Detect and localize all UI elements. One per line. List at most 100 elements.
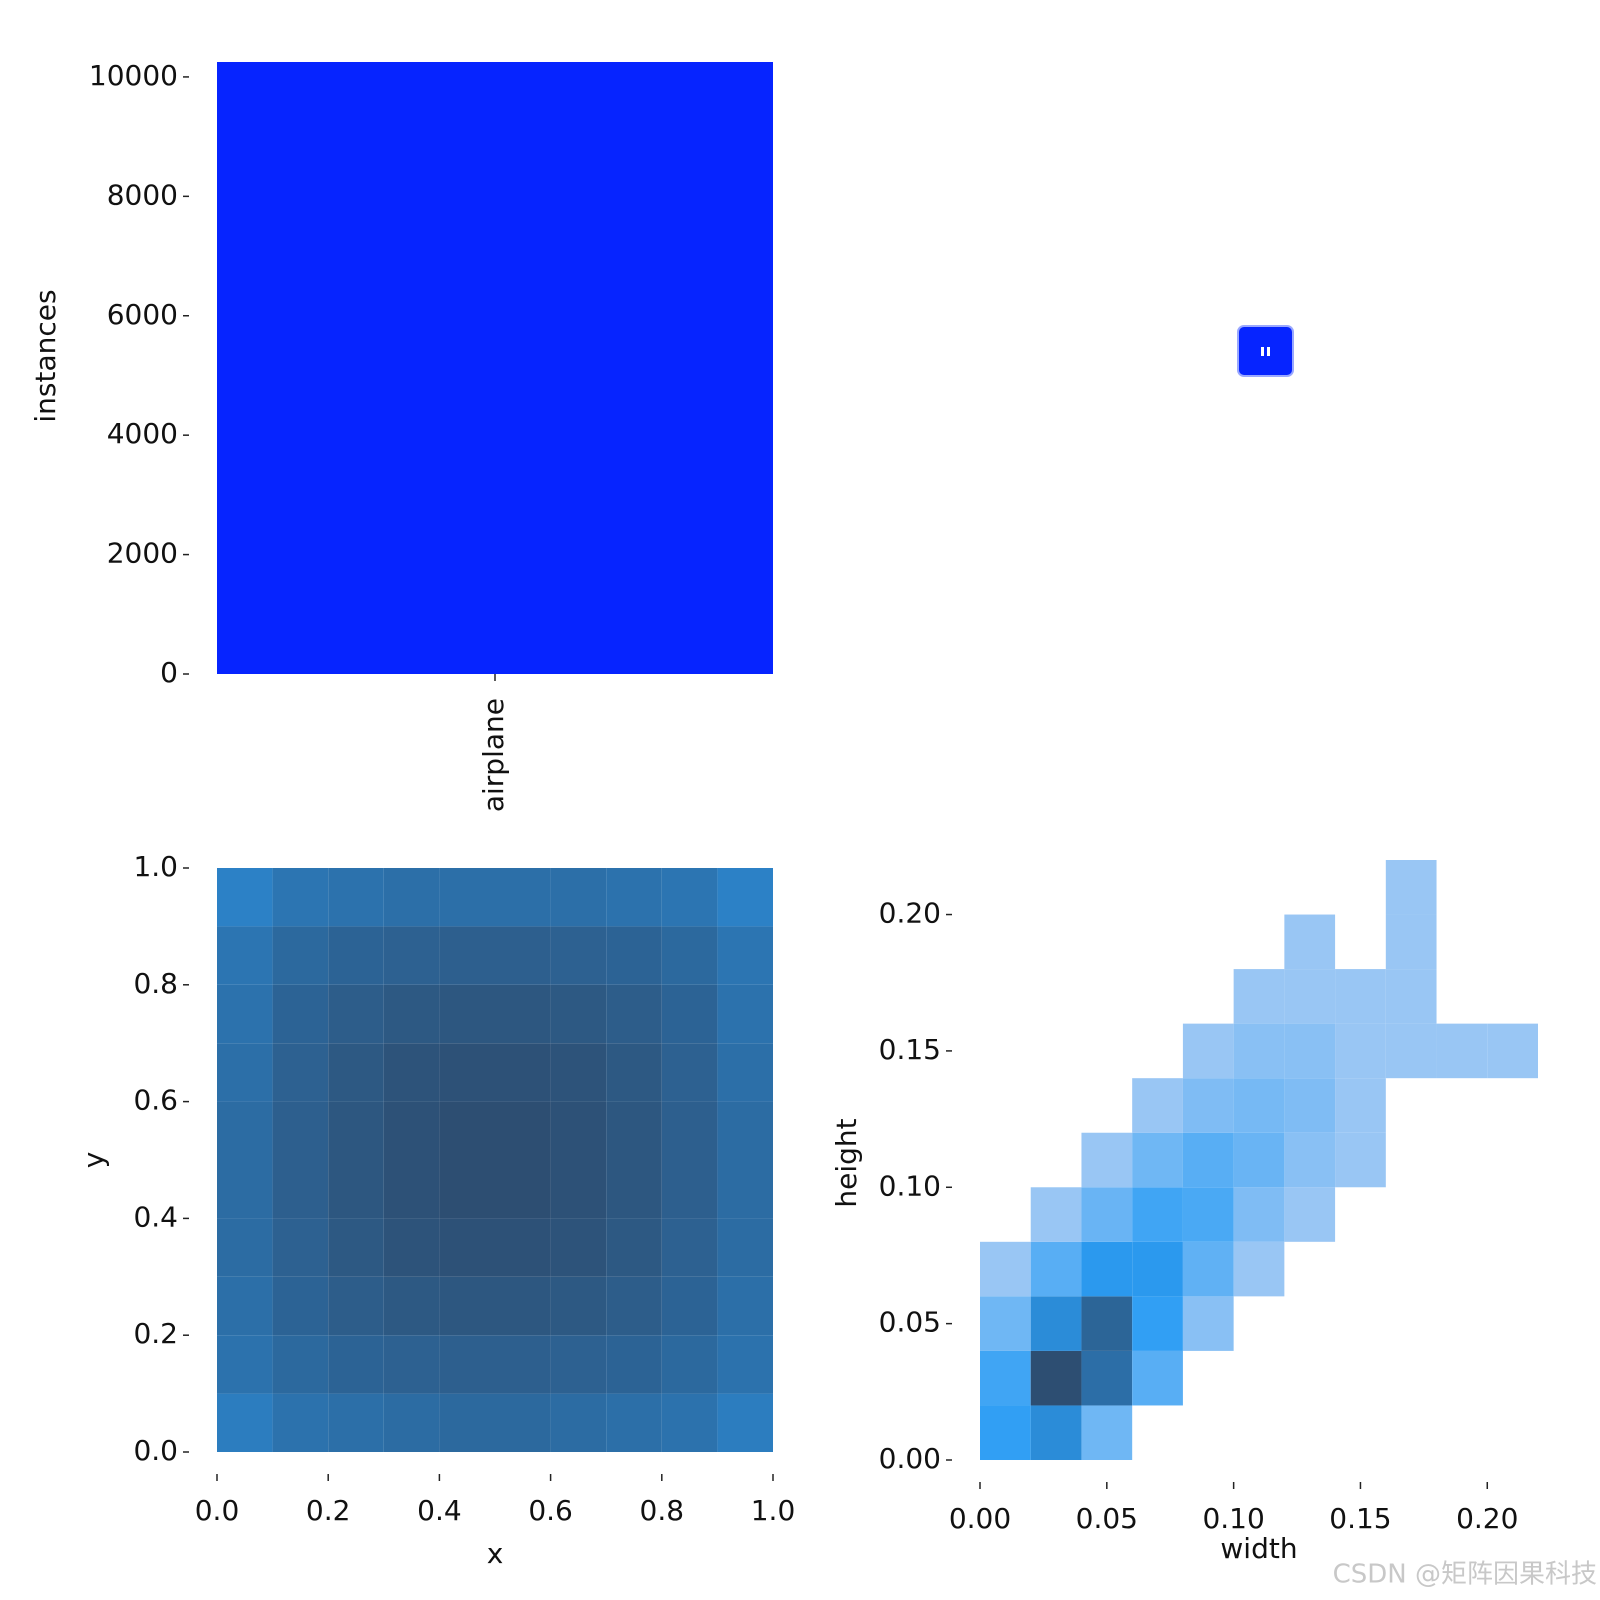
hist-cell (495, 1335, 551, 1394)
hist-cell (606, 984, 662, 1044)
hist-cell (550, 1276, 607, 1336)
box-overlay (1237, 325, 1294, 377)
hist-cell (383, 1218, 440, 1277)
hist-cell (1233, 1023, 1285, 1079)
hist-cell (550, 868, 607, 927)
hist-cell (550, 1335, 607, 1394)
hist-cell (328, 1393, 384, 1452)
y-tick-label: 4000 (107, 417, 178, 450)
hist-cell (495, 1393, 551, 1452)
hist-cell (550, 1101, 607, 1160)
hist-cell (1335, 1023, 1386, 1079)
hist-cell (217, 1160, 273, 1219)
watermark: CSDN @矩阵因果科技 (1333, 1560, 1597, 1590)
hist-cell (1284, 1023, 1336, 1079)
hist-cell (980, 1296, 1031, 1351)
hist-cell (1081, 1241, 1133, 1297)
hist-cell (272, 1335, 329, 1394)
y-tick-label: 0.10 (879, 1169, 941, 1202)
hist-cell (1081, 1187, 1133, 1242)
hist-cell (606, 868, 662, 927)
x-tick-label: 0.8 (640, 1494, 685, 1527)
x-tick-label: 0.0 (195, 1494, 240, 1527)
x-tick-label: 0.10 (1202, 1502, 1264, 1535)
hist-cell (495, 1160, 551, 1219)
hist-cell (661, 1393, 718, 1452)
hist-cell (439, 1276, 495, 1336)
y-tick-label: 0 (160, 656, 178, 689)
hist-cell (439, 926, 495, 985)
hist-cell (217, 1393, 273, 1452)
x-tick-label: airplane (477, 698, 510, 812)
hist-cell (661, 1218, 718, 1277)
hist-cell (606, 1335, 662, 1394)
hist-cell (1030, 1405, 1082, 1460)
hist-cell (495, 984, 551, 1044)
y-tick-label: 0.05 (879, 1306, 941, 1339)
y-axis-label: instances (29, 289, 62, 422)
hist-cell (717, 1276, 773, 1336)
hist-cell (495, 1101, 551, 1160)
hist-cell (661, 1160, 718, 1219)
hist-cell (1081, 1132, 1133, 1188)
hist-cell (328, 926, 384, 985)
y-axis-label: height (830, 1118, 863, 1207)
box-center-line (1264, 347, 1267, 356)
hist-cell (328, 984, 384, 1044)
x-axis-label: x (487, 1537, 504, 1570)
hist-cell (328, 1335, 384, 1394)
hist-cell (1385, 969, 1437, 1024)
hist-cell (1233, 1132, 1285, 1188)
hist-cell (383, 984, 440, 1044)
hist-cell (495, 1276, 551, 1336)
hist-cell (1030, 1350, 1082, 1406)
hist-cell (550, 1393, 607, 1452)
hist-cell (439, 984, 495, 1044)
x-tick-label: 0.6 (528, 1494, 573, 1527)
hist-cell (550, 1043, 607, 1102)
hist-cell (383, 1043, 440, 1102)
hist-cell (717, 1393, 773, 1452)
hist-cell (550, 1160, 607, 1219)
hist-cell (717, 868, 773, 927)
hist-cell (1081, 1296, 1133, 1351)
y-tick-label: 0.20 (879, 897, 941, 930)
x-tick-label: 0.20 (1456, 1502, 1518, 1535)
hist-cell (1132, 1078, 1183, 1133)
hist-cell (550, 1218, 607, 1277)
hist-cell (980, 1350, 1031, 1406)
hist-cell (1385, 860, 1437, 915)
hist-cell (1284, 1078, 1336, 1133)
hist-cell (1335, 1078, 1386, 1133)
hist-cell (1132, 1241, 1183, 1297)
hist-cell (217, 1043, 273, 1102)
y-tick-label: 8000 (107, 178, 178, 211)
hist-cell (217, 1276, 273, 1336)
hist-cell (495, 1218, 551, 1277)
x-tick-label: 1.0 (751, 1494, 796, 1527)
hist-cell (1132, 1132, 1183, 1188)
hist-cell (717, 1218, 773, 1277)
hist-cell (606, 1276, 662, 1336)
hist-cell (1436, 1023, 1488, 1079)
hist-cell (1132, 1350, 1183, 1406)
hist-cell (383, 1335, 440, 1394)
hist-cell (272, 868, 329, 927)
hist-cell (1284, 1187, 1336, 1242)
hist-cell (606, 1218, 662, 1277)
y-tick-label: 0.8 (133, 967, 178, 1000)
hist-cell (661, 984, 718, 1044)
y-tick-label: 0.4 (133, 1200, 178, 1233)
y-tick-label: 0.00 (879, 1442, 941, 1475)
hist-cell (383, 868, 440, 927)
hist-cell (383, 1160, 440, 1219)
hist-cell (217, 1101, 273, 1160)
hist-cell (661, 1101, 718, 1160)
hist-cell (1030, 1241, 1082, 1297)
hist-cell (328, 1218, 384, 1277)
hist-cell (606, 1101, 662, 1160)
hist-cell (439, 1335, 495, 1394)
hist-cell (383, 926, 440, 985)
hist-cell (495, 868, 551, 927)
hist-cell (383, 1393, 440, 1452)
